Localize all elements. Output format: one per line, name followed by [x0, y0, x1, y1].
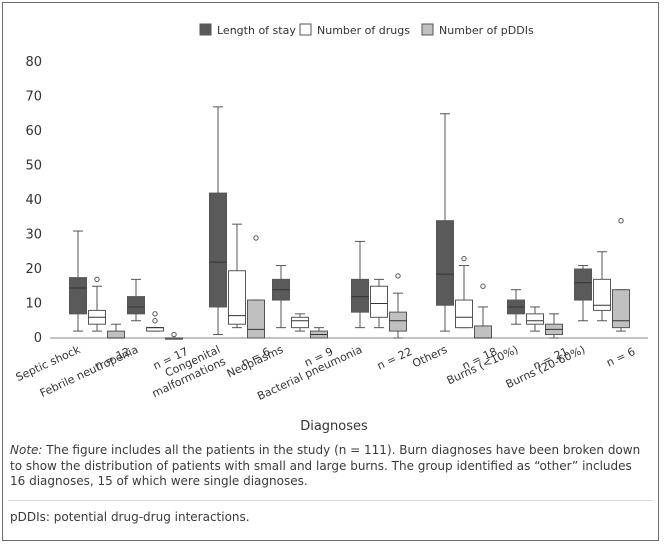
box [107, 330, 125, 339]
outlier-point [395, 273, 401, 279]
box [474, 325, 492, 339]
box [612, 289, 630, 329]
box [146, 327, 164, 332]
box [574, 268, 592, 301]
outlier-point [152, 311, 158, 317]
outlier-point [171, 331, 177, 338]
box [370, 285, 388, 318]
y-tick-label: 40 [25, 193, 42, 208]
box [526, 313, 544, 325]
legend-swatch [421, 23, 434, 36]
category-label-line: Others [410, 343, 449, 371]
box [389, 311, 407, 332]
note-text: The figure includes all the patients in … [10, 443, 641, 488]
abbreviation-note: pDDIs: potential drug-drug interactions. [10, 510, 250, 524]
category-label: Febrile neutropenia [38, 343, 140, 400]
box [247, 299, 265, 339]
y-tick-label: 60 [25, 124, 42, 139]
x-axis-title: Diagnoses [300, 419, 368, 434]
box [209, 192, 227, 308]
outlier-point [461, 255, 467, 262]
y-tick-label: 30 [25, 228, 42, 243]
box [291, 316, 309, 329]
category-label-line: Neoplasms [225, 343, 286, 381]
box [436, 220, 454, 306]
category-n-label: n = 6 [604, 345, 637, 370]
box [69, 277, 87, 315]
note-prefix: Note: [10, 443, 43, 457]
outlier-point [94, 276, 100, 283]
category-label: Neoplasms [225, 343, 286, 381]
outlier-point [253, 235, 259, 241]
legend-label: Number of drugs [317, 24, 410, 37]
y-tick-label: 70 [25, 90, 42, 105]
box [127, 296, 145, 315]
outlier-point [618, 218, 624, 224]
legend-swatch [199, 23, 212, 36]
divider [8, 500, 653, 501]
figure-frame [2, 2, 659, 541]
outlier-point [152, 318, 158, 324]
category-n-label: n = 22 [375, 345, 414, 372]
legend-label: Number of pDDIs [439, 24, 534, 37]
box [455, 299, 473, 329]
category-label-line: Febrile neutropenia [38, 343, 140, 400]
figure-note: Note: The figure includes all the patien… [10, 443, 650, 490]
y-tick-label: 80 [25, 55, 42, 70]
box [593, 278, 611, 311]
y-tick-label: 0 [34, 331, 42, 346]
box [351, 278, 369, 313]
legend-label: Length of stay [217, 24, 296, 37]
legend-swatch [299, 23, 312, 36]
y-tick-label: 50 [25, 159, 42, 174]
box [228, 270, 246, 325]
outlier-point [480, 283, 486, 289]
y-tick-label: 20 [25, 262, 42, 277]
category-label: Others [410, 343, 449, 371]
y-tick-label: 10 [25, 297, 42, 312]
